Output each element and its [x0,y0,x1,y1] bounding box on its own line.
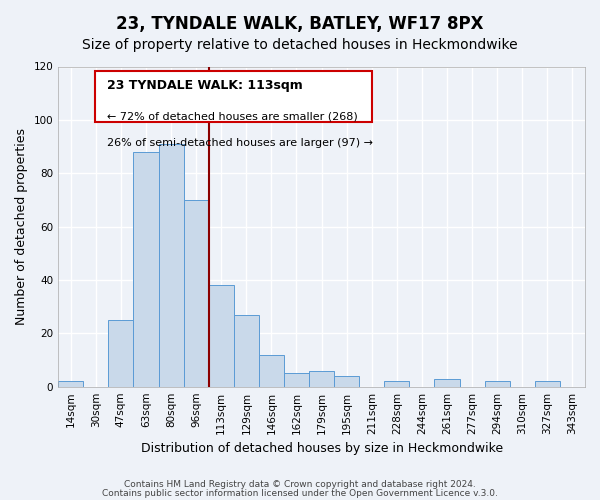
Bar [234,314,259,386]
Text: 23, TYNDALE WALK, BATLEY, WF17 8PX: 23, TYNDALE WALK, BATLEY, WF17 8PX [116,15,484,33]
Bar [209,286,234,386]
Text: Size of property relative to detached houses in Heckmondwike: Size of property relative to detached ho… [82,38,518,52]
Bar [535,382,560,386]
Text: Contains public sector information licensed under the Open Government Licence v.: Contains public sector information licen… [102,489,498,498]
Bar [309,370,334,386]
Bar [434,378,460,386]
Bar [334,376,359,386]
Bar [485,382,510,386]
Text: 23 TYNDALE WALK: 113sqm
← 72% of detached houses are smaller (268)
26% of semi-d: 23 TYNDALE WALK: 113sqm ← 72% of detache… [100,76,367,116]
Text: ← 72% of detached houses are smaller (268): ← 72% of detached houses are smaller (26… [107,112,358,122]
Y-axis label: Number of detached properties: Number of detached properties [15,128,28,325]
Text: Contains HM Land Registry data © Crown copyright and database right 2024.: Contains HM Land Registry data © Crown c… [124,480,476,489]
Bar [259,354,284,386]
Bar [58,382,83,386]
Text: 23 TYNDALE WALK: 113sqm: 23 TYNDALE WALK: 113sqm [107,80,302,92]
Bar [184,200,209,386]
X-axis label: Distribution of detached houses by size in Heckmondwike: Distribution of detached houses by size … [140,442,503,455]
Bar [109,320,133,386]
Bar [133,152,158,386]
Text: 26% of semi-detached houses are larger (97) →: 26% of semi-detached houses are larger (… [107,138,373,147]
Bar [284,374,309,386]
Bar [158,144,184,386]
Bar [385,382,409,386]
